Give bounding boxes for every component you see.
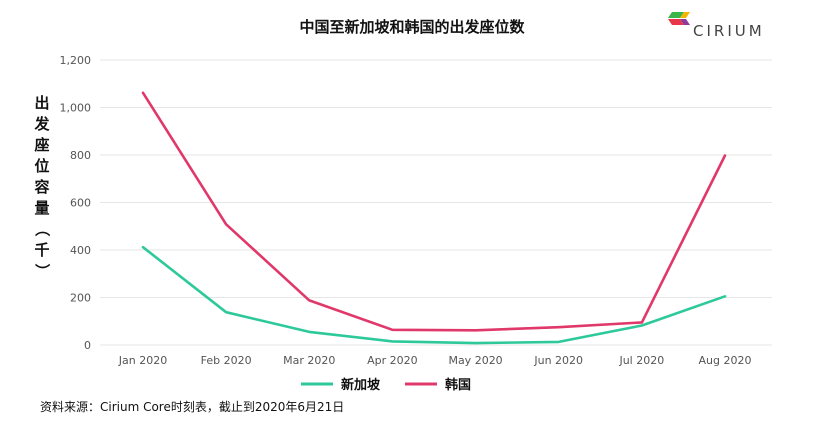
x-tick-label: Jan 2020 [118,354,167,367]
gridlines [100,59,772,346]
cirium-logo-icon [668,12,690,25]
legend-label-korea: 韩国 [445,377,471,393]
x-tick-label: May 2020 [448,354,502,367]
chart-title: 中国至新加坡和韩国的出发座位数 [299,18,525,36]
y-axis-label-char: 量 [34,199,49,217]
x-tick-label: Jun 2020 [533,354,583,367]
x-tick-label: Feb 2020 [201,354,252,367]
series-line-korea [141,91,727,332]
legend-item-singapore: 新加坡 [301,377,381,393]
x-tick-label: Mar 2020 [283,354,335,367]
x-tick-label: Apr 2020 [367,354,418,367]
series-lines [141,91,727,345]
legend-label-singapore: 新加坡 [341,377,381,393]
y-tick-labels: 0 200 400 600 800 1,000 1,200 [60,54,92,352]
cirium-logo: CIRIUM [668,12,765,40]
y-axis-label-char: 发 [33,115,50,133]
y-axis-label-char: ） [33,263,51,278]
y-tick-label: 1,000 [60,102,92,115]
legend-item-korea: 韩国 [405,377,471,393]
y-axis-label-char: 出 [34,94,49,112]
y-tick-label: 0 [84,339,91,352]
y-tick-label: 400 [70,244,91,257]
y-axis-label-char: 容 [33,178,49,196]
y-tick-label: 200 [70,292,91,305]
y-axis-label-char: （ [33,221,51,236]
x-tick-labels: Jan 2020 Feb 2020 Mar 2020 Apr 2020 May 2020… [118,354,752,367]
x-tick-label: Aug 2020 [699,354,752,367]
y-axis-label-char: 座 [33,136,49,154]
logo-text: CIRIUM [693,22,765,40]
x-tick-label: Jul 2020 [618,354,664,367]
legend: 新加坡 韩国 [301,377,471,393]
y-axis-label-char: 位 [34,157,49,175]
y-tick-label: 1,200 [60,54,92,67]
y-tick-label: 600 [70,197,91,210]
source-note: 资料来源：Cirium Core时刻表，截止到2020年6月21日 [40,400,344,414]
y-tick-label: 800 [70,149,91,162]
series-line-singapore [141,245,727,345]
y-axis-label-char: 千 [34,241,49,259]
